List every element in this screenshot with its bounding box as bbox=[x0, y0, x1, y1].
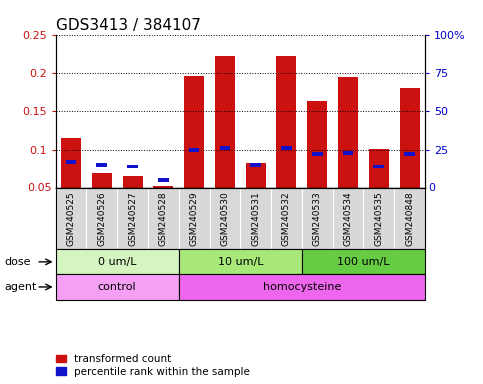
Bar bbox=[158, 179, 169, 182]
Text: GSM240530: GSM240530 bbox=[220, 191, 229, 246]
Bar bbox=[123, 177, 142, 188]
Bar bbox=[153, 185, 173, 188]
FancyBboxPatch shape bbox=[179, 249, 302, 275]
Legend: transformed count, percentile rank within the sample: transformed count, percentile rank withi… bbox=[54, 352, 252, 379]
Text: homocysteine: homocysteine bbox=[263, 282, 341, 292]
Bar bbox=[399, 88, 420, 188]
FancyBboxPatch shape bbox=[56, 249, 179, 275]
Text: GSM240526: GSM240526 bbox=[97, 191, 106, 246]
Bar bbox=[61, 138, 81, 188]
Text: GSM240533: GSM240533 bbox=[313, 191, 322, 246]
Text: GDS3413 / 384107: GDS3413 / 384107 bbox=[56, 18, 200, 33]
Bar bbox=[189, 148, 199, 152]
Text: 0 um/L: 0 um/L bbox=[98, 257, 136, 267]
Bar bbox=[127, 165, 138, 169]
Bar bbox=[404, 152, 415, 156]
Text: GSM240848: GSM240848 bbox=[405, 191, 414, 246]
Text: GSM240532: GSM240532 bbox=[282, 191, 291, 246]
Bar bbox=[219, 146, 230, 150]
Bar bbox=[276, 56, 297, 188]
Text: agent: agent bbox=[5, 282, 37, 292]
Bar bbox=[338, 77, 358, 188]
Text: GSM240535: GSM240535 bbox=[374, 191, 384, 246]
Bar bbox=[92, 173, 112, 188]
Bar bbox=[96, 163, 107, 167]
Bar bbox=[184, 76, 204, 188]
Text: dose: dose bbox=[5, 257, 31, 267]
Bar bbox=[250, 163, 261, 167]
Bar bbox=[342, 151, 354, 155]
Bar bbox=[246, 164, 266, 188]
Text: GSM240531: GSM240531 bbox=[251, 191, 260, 246]
FancyBboxPatch shape bbox=[302, 249, 425, 275]
Text: 0: 0 bbox=[429, 183, 436, 193]
Text: 0.05: 0.05 bbox=[27, 183, 52, 193]
Bar bbox=[373, 165, 384, 169]
Bar bbox=[369, 149, 389, 188]
Text: 100 um/L: 100 um/L bbox=[337, 257, 390, 267]
Text: GSM240525: GSM240525 bbox=[67, 191, 75, 246]
FancyBboxPatch shape bbox=[56, 275, 179, 300]
Text: GSM240529: GSM240529 bbox=[190, 191, 199, 246]
Bar bbox=[307, 101, 327, 188]
Text: control: control bbox=[98, 282, 136, 292]
Bar bbox=[215, 56, 235, 188]
Bar bbox=[66, 160, 76, 164]
FancyBboxPatch shape bbox=[179, 275, 425, 300]
Text: GSM240527: GSM240527 bbox=[128, 191, 137, 246]
Text: GSM240528: GSM240528 bbox=[159, 191, 168, 246]
Text: 10 um/L: 10 um/L bbox=[217, 257, 263, 267]
Bar bbox=[281, 146, 292, 150]
Bar bbox=[312, 152, 323, 156]
Text: GSM240534: GSM240534 bbox=[343, 191, 353, 246]
